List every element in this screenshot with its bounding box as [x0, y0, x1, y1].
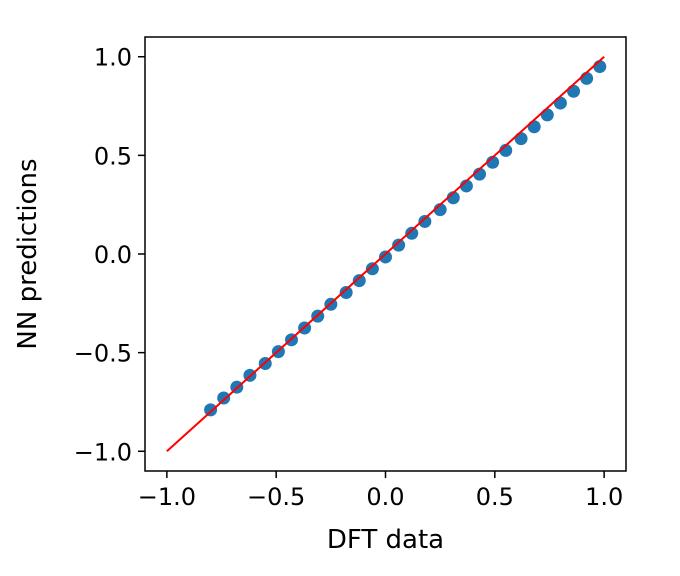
x-axis-label: DFT data — [327, 525, 444, 555]
data-point — [339, 285, 353, 299]
y-axis-label: NN predictions — [13, 158, 43, 349]
data-point — [593, 60, 607, 74]
data-point — [379, 250, 392, 264]
y-tick-label: 0.0 — [94, 241, 132, 269]
line-layer — [166, 55, 605, 453]
y-tick-label: −0.5 — [74, 340, 132, 368]
data-point — [418, 214, 432, 228]
x-tick-label: 1.0 — [585, 483, 623, 511]
x-axis-ticks: −1.0 −0.5 0.0 0.5 1.0 — [138, 471, 623, 511]
y-tick-label: −1.0 — [74, 438, 132, 466]
y-axis-ticks: −1.0 −0.5 0.0 0.5 1.0 — [74, 44, 145, 466]
y-tick-label: 0.5 — [94, 142, 132, 170]
data-point — [204, 403, 218, 417]
data-point — [514, 132, 528, 146]
x-tick-label: −0.5 — [247, 483, 305, 511]
x-tick-label: 0.5 — [476, 483, 514, 511]
data-point — [527, 120, 541, 134]
data-point — [553, 96, 567, 110]
x-tick-label: 0.0 — [366, 483, 404, 511]
data-point — [365, 262, 379, 276]
data-point — [580, 71, 594, 85]
y-tick-label: 1.0 — [94, 44, 132, 72]
data-point — [567, 84, 581, 98]
data-point — [540, 108, 554, 122]
x-tick-label: −1.0 — [138, 483, 196, 511]
data-point — [392, 238, 406, 252]
data-point — [352, 274, 366, 288]
reference-line — [166, 55, 605, 453]
data-point — [217, 391, 231, 405]
data-point — [405, 226, 419, 240]
